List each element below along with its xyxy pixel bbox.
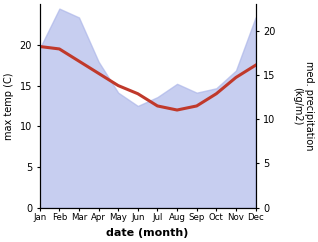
X-axis label: date (month): date (month) <box>107 228 189 238</box>
Y-axis label: med. precipitation
(kg/m2): med. precipitation (kg/m2) <box>292 61 314 151</box>
Y-axis label: max temp (C): max temp (C) <box>4 72 14 140</box>
